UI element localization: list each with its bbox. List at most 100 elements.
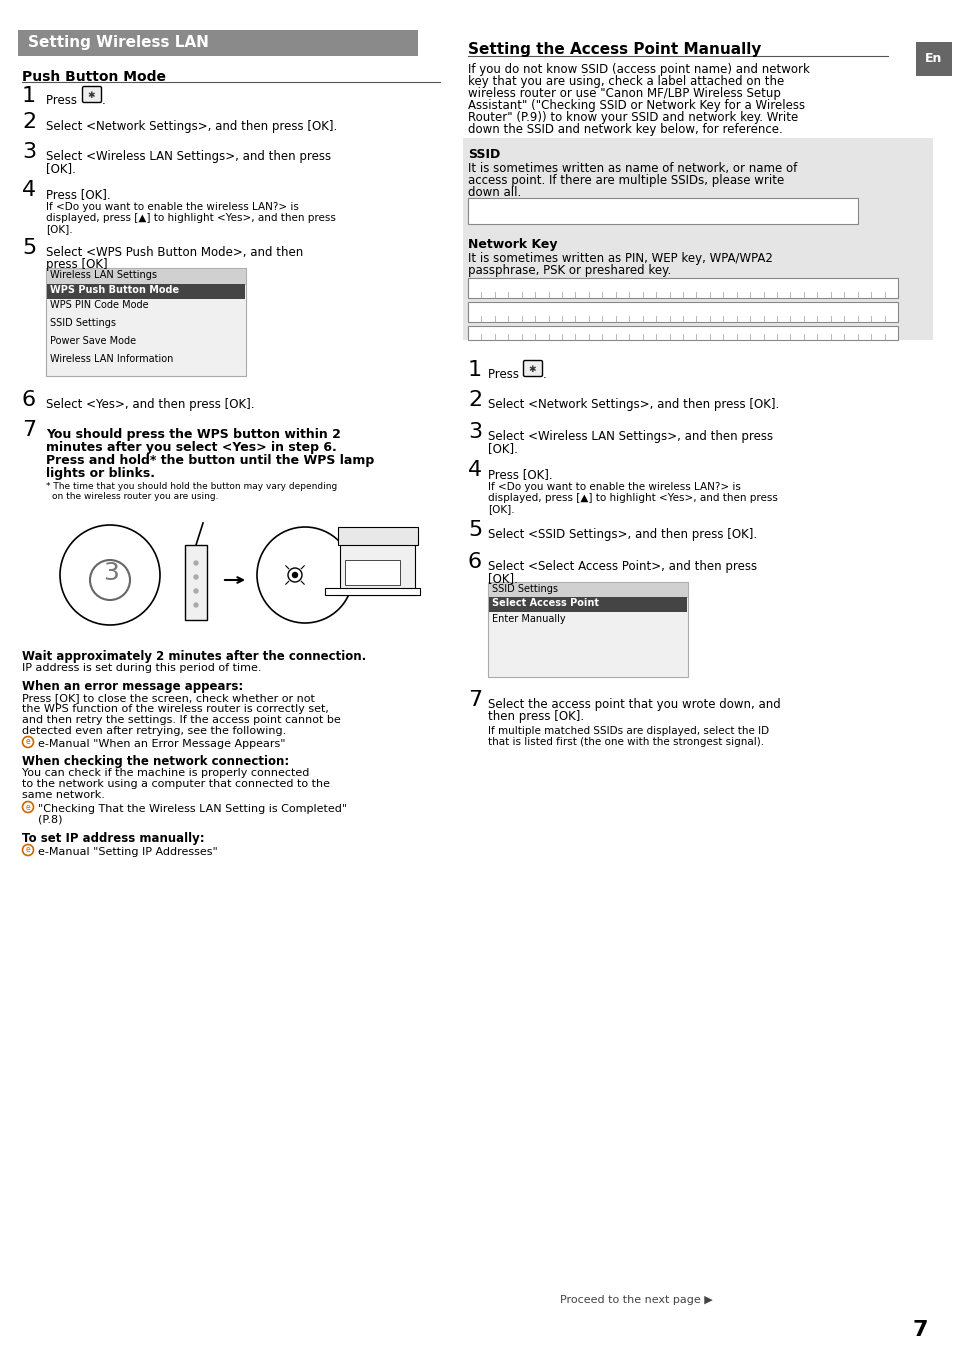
Text: If <Do you want to enable the wireless LAN?> is: If <Do you want to enable the wireless L…	[488, 483, 740, 492]
Text: 1: 1	[468, 360, 481, 380]
Text: You can check if the machine is properly connected: You can check if the machine is properly…	[22, 768, 309, 778]
Text: Enter Manually: Enter Manually	[492, 613, 565, 624]
Text: then press [OK].: then press [OK].	[488, 710, 583, 723]
Text: If <Do you want to enable the wireless LAN?> is: If <Do you want to enable the wireless L…	[46, 202, 298, 212]
Text: lights or blinks.: lights or blinks.	[46, 466, 154, 480]
Text: WPS Push Button Mode: WPS Push Button Mode	[50, 284, 179, 295]
Text: Proceed to the next page ▶: Proceed to the next page ▶	[559, 1295, 712, 1305]
Circle shape	[293, 573, 297, 577]
Text: When an error message appears:: When an error message appears:	[22, 679, 243, 693]
Text: Network Key: Network Key	[468, 239, 557, 251]
Text: Select <Network Settings>, and then press [OK].: Select <Network Settings>, and then pres…	[46, 120, 337, 133]
Text: Wireless LAN Information: Wireless LAN Information	[50, 355, 173, 364]
Bar	[489, 597, 686, 612]
Text: e: e	[26, 845, 30, 855]
Text: 3: 3	[103, 561, 119, 585]
Text: Wait approximately 2 minutes after the connection.: Wait approximately 2 minutes after the c…	[22, 650, 366, 663]
Text: Select <Wireless LAN Settings>, and then press: Select <Wireless LAN Settings>, and then…	[46, 150, 331, 163]
Text: down the SSID and network key below, for reference.: down the SSID and network key below, for…	[468, 123, 781, 136]
Bar	[46, 268, 246, 284]
FancyBboxPatch shape	[523, 360, 542, 376]
Text: Power Save Mode: Power Save Mode	[50, 336, 136, 346]
Text: 5: 5	[468, 520, 482, 541]
Text: Setting Wireless LAN: Setting Wireless LAN	[28, 35, 209, 50]
Text: Select <SSID Settings>, and then press [OK].: Select <SSID Settings>, and then press […	[488, 528, 757, 541]
Bar	[46, 268, 246, 376]
Text: .: .	[102, 94, 106, 106]
Text: 6: 6	[22, 390, 36, 410]
Bar	[488, 582, 687, 597]
Text: SSID Settings: SSID Settings	[492, 584, 558, 594]
Bar	[18, 30, 417, 57]
Text: 5: 5	[22, 239, 36, 257]
Text: ✱: ✱	[87, 90, 94, 100]
Text: displayed, press [▲] to highlight <Yes>, and then press: displayed, press [▲] to highlight <Yes>,…	[46, 213, 335, 222]
Text: [OK].: [OK].	[46, 162, 76, 175]
Bar	[915, 42, 951, 75]
Text: 3: 3	[468, 422, 481, 442]
Text: Select <Select Access Point>, and then press: Select <Select Access Point>, and then p…	[488, 559, 757, 573]
Text: Select <WPS Push Button Mode>, and then: Select <WPS Push Button Mode>, and then	[46, 245, 303, 259]
Bar	[468, 326, 897, 340]
Text: .: .	[542, 368, 546, 381]
FancyBboxPatch shape	[82, 86, 101, 102]
Text: e-Manual "When an Error Message Appears": e-Manual "When an Error Message Appears"	[38, 739, 285, 749]
Text: the WPS function of the wireless router is correctly set,: the WPS function of the wireless router …	[22, 704, 329, 714]
Text: 1: 1	[22, 86, 36, 106]
Text: 6: 6	[468, 551, 481, 572]
Text: (P.8): (P.8)	[38, 816, 63, 825]
Text: En: En	[924, 53, 942, 66]
Text: 7: 7	[911, 1320, 926, 1340]
Text: [OK].: [OK].	[488, 572, 517, 585]
Bar	[47, 284, 245, 299]
Bar	[468, 198, 857, 224]
Text: When checking the network connection:: When checking the network connection:	[22, 755, 289, 768]
Text: Wireless LAN Settings: Wireless LAN Settings	[50, 270, 157, 280]
Text: Press [OK].: Press [OK].	[46, 187, 111, 201]
Text: Press [OK].: Press [OK].	[488, 468, 552, 481]
Bar	[325, 588, 419, 594]
Bar	[468, 278, 897, 298]
Text: 3: 3	[22, 142, 36, 162]
Text: ✱: ✱	[527, 364, 535, 373]
Text: Select Access Point: Select Access Point	[492, 599, 598, 608]
Bar	[345, 559, 399, 585]
Text: [OK].: [OK].	[488, 442, 517, 456]
Text: It is sometimes written as name of network, or name of: It is sometimes written as name of netwo…	[468, 162, 797, 175]
Text: 4: 4	[22, 181, 36, 200]
Text: You should press the WPS button within 2: You should press the WPS button within 2	[46, 429, 340, 441]
Text: Select <Wireless LAN Settings>, and then press: Select <Wireless LAN Settings>, and then…	[488, 430, 772, 443]
Text: 2: 2	[468, 390, 481, 410]
Text: Select <Yes>, and then press [OK].: Select <Yes>, and then press [OK].	[46, 398, 254, 411]
Text: Setting the Access Point Manually: Setting the Access Point Manually	[468, 42, 760, 57]
Text: wireless router or use "Canon MF/LBP Wireless Setup: wireless router or use "Canon MF/LBP Wir…	[468, 88, 781, 100]
Text: SSID Settings: SSID Settings	[50, 318, 116, 328]
Text: e-Manual "Setting IP Addresses": e-Manual "Setting IP Addresses"	[38, 847, 217, 857]
Text: minutes after you select <Yes> in step 6.: minutes after you select <Yes> in step 6…	[46, 441, 336, 454]
Text: Assistant" ("Checking SSID or Network Key for a Wireless: Assistant" ("Checking SSID or Network Ke…	[468, 98, 804, 112]
Text: detected even after retrying, see the following.: detected even after retrying, see the fo…	[22, 727, 286, 736]
Circle shape	[193, 561, 198, 565]
Text: "Checking That the Wireless LAN Setting is Completed": "Checking That the Wireless LAN Setting …	[38, 803, 347, 814]
Text: IP address is set during this period of time.: IP address is set during this period of …	[22, 663, 261, 673]
Text: and then retry the settings. If the access point cannot be: and then retry the settings. If the acce…	[22, 714, 340, 725]
Circle shape	[193, 603, 198, 607]
Bar	[468, 302, 897, 322]
Text: down all.: down all.	[468, 186, 520, 200]
Bar	[462, 137, 932, 340]
Bar	[339, 541, 415, 594]
Text: Press: Press	[488, 368, 522, 381]
Text: e: e	[26, 737, 30, 747]
Bar	[337, 527, 417, 545]
Text: If you do not know SSID (access point name) and network: If you do not know SSID (access point na…	[468, 63, 809, 75]
Bar	[488, 582, 687, 677]
Text: It is sometimes written as PIN, WEP key, WPA/WPA2: It is sometimes written as PIN, WEP key,…	[468, 252, 772, 266]
Text: Select the access point that you wrote down, and: Select the access point that you wrote d…	[488, 698, 780, 710]
Text: access point. If there are multiple SSIDs, please write: access point. If there are multiple SSID…	[468, 174, 783, 187]
Text: that is listed first (the one with the strongest signal).: that is listed first (the one with the s…	[488, 737, 763, 747]
Text: key that you are using, check a label attached on the: key that you are using, check a label at…	[468, 75, 783, 88]
Text: [OK].: [OK].	[488, 504, 514, 514]
Text: 7: 7	[468, 690, 481, 710]
Text: press [OK]: press [OK]	[46, 257, 108, 271]
Text: 4: 4	[468, 460, 481, 480]
